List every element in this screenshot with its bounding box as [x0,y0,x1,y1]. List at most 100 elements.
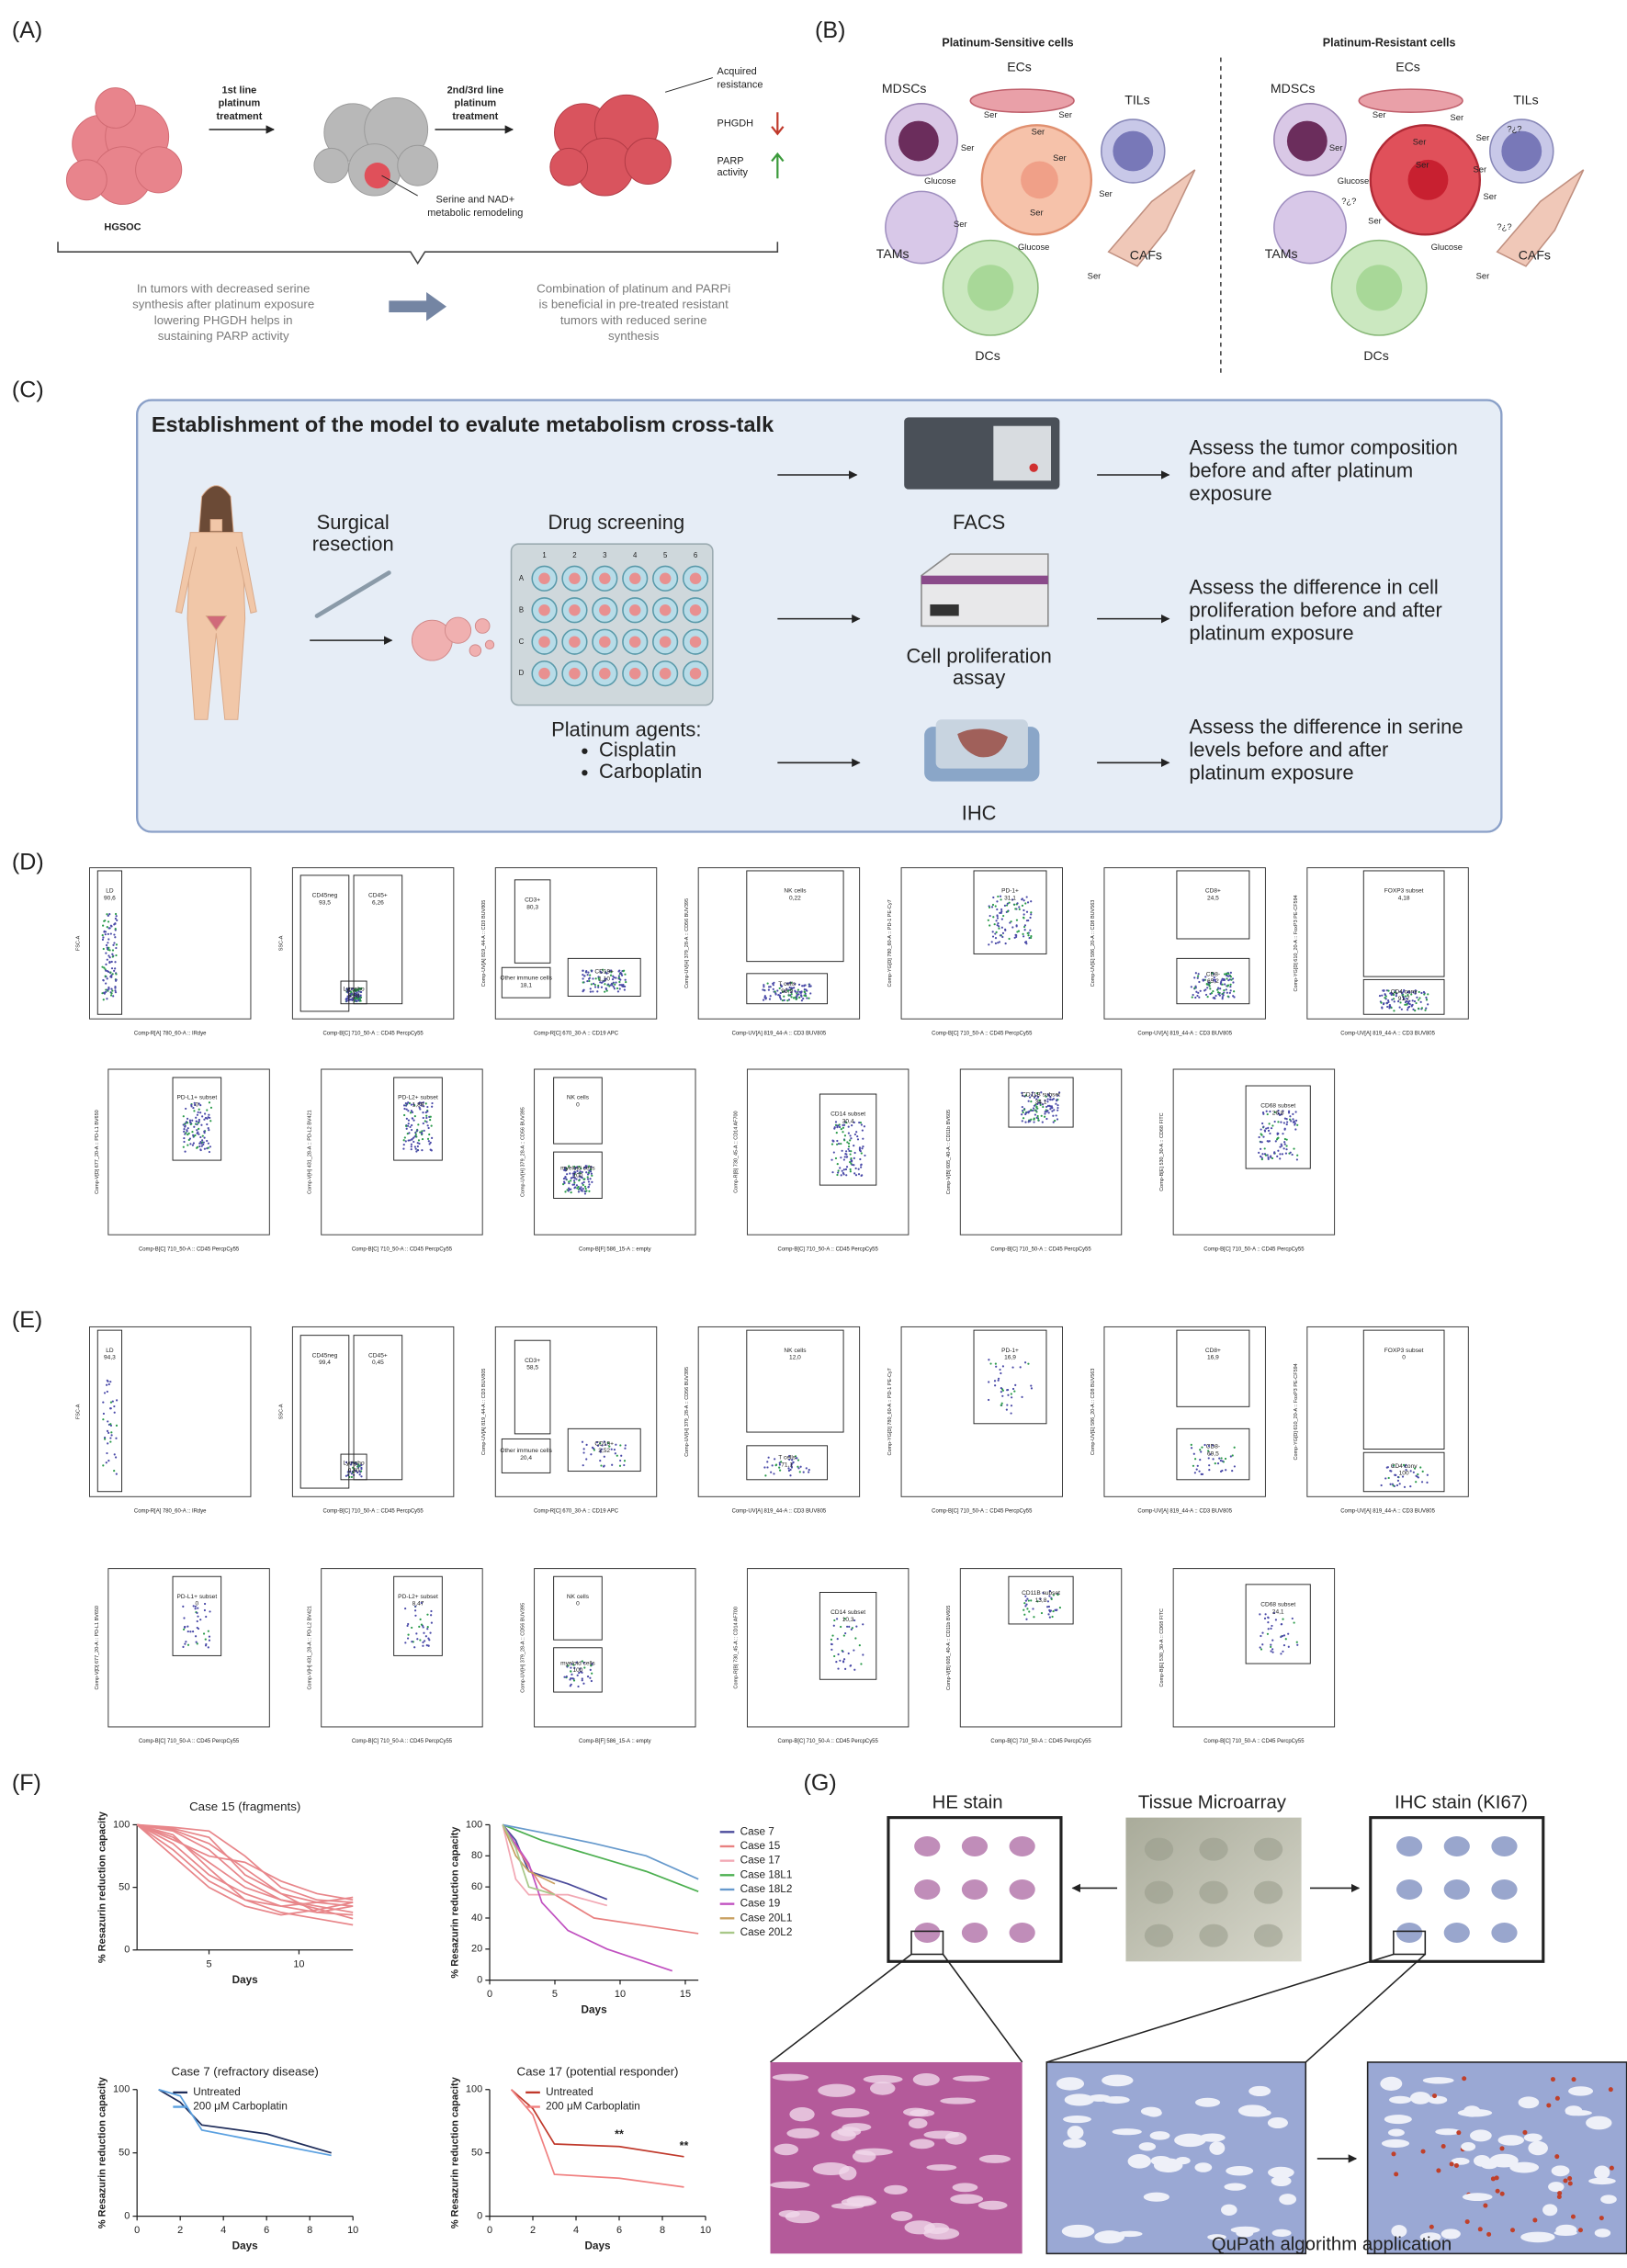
gland [1481,2161,1497,2170]
plate-col: 2 [572,551,576,559]
event-dot [419,1108,422,1111]
event-dot [809,992,812,995]
event-dot [1403,988,1406,992]
event-dot [107,986,110,989]
event-dot [1021,1109,1024,1112]
event-dot [575,1661,578,1664]
event-dot [198,1133,200,1135]
event-dot [1417,1476,1419,1479]
line [136,1823,354,1916]
legend-label: Case 20L1 [740,1912,793,1924]
panel-label: (B) [815,17,845,43]
x-tick-label: 10 [700,2225,711,2236]
event-dot [1036,1096,1040,1099]
gate-value: 8,47 [412,1601,424,1608]
event-dot [423,1105,425,1108]
event-dot [1030,911,1033,914]
event-dot [798,1471,801,1473]
event-dot [1267,1126,1270,1129]
event-dot [1023,899,1025,902]
tissue [538,572,550,585]
event-dot [407,1110,410,1112]
gland [1067,2126,1084,2140]
event-dot [1229,983,1232,986]
event-dot [987,919,989,921]
event-dot [1226,991,1228,994]
event-dot [1260,1141,1263,1144]
event-dot [841,1169,843,1172]
event-dot [409,1111,412,1114]
event-dot [770,1471,773,1473]
gland [1387,2128,1405,2137]
plot-frame [900,1326,1063,1497]
event-dot [1010,1393,1012,1395]
event-dot [1049,1096,1052,1099]
gland [1389,2095,1412,2104]
event-dot [204,1638,207,1641]
event-dot [563,1168,566,1171]
event-dot [599,1450,602,1452]
event-dot [997,1377,1000,1380]
event-dot [1271,1157,1274,1160]
gland [1548,2182,1565,2193]
event-dot [568,1182,571,1185]
event-dot [831,1140,834,1143]
event-dot [588,1190,591,1192]
event-dot [110,987,113,990]
event-dot [201,1115,204,1118]
metabolite: ?¿? [1497,221,1511,231]
label: metabolic remodeling [427,208,523,219]
axis-label: Comp-B[E] 530_30-A :: CD68 FITC [1159,1608,1165,1687]
chart-title: Case 17 (potential responder) [517,2064,679,2078]
event-dot [785,982,788,985]
event-dot [422,1122,424,1125]
event-dot [989,1362,992,1365]
metabolite: Ser [1058,109,1072,119]
event-dot [198,1120,200,1123]
event-dot [420,1623,424,1626]
tissue [689,604,702,616]
event-dot [1023,908,1025,912]
event-dot [114,912,118,916]
event-dot [196,1611,198,1614]
event-dot [1008,901,1011,904]
event-dot [845,1156,849,1158]
event-dot [1021,1094,1024,1097]
event-dot [851,1627,853,1630]
event-dot [582,1662,585,1664]
event-dot [1233,1465,1236,1468]
event-dot [113,942,116,944]
cell-label: CAFs [1130,248,1162,263]
note: synthesis [608,329,660,343]
event-dot [996,917,1000,920]
event-dot [1229,971,1232,974]
event-dot [189,1122,192,1124]
event-dot [1015,925,1018,928]
event-dot [609,974,613,976]
event-dot [350,1473,354,1475]
ihc-core [1443,1836,1470,1856]
event-dot [599,981,602,984]
event-dot [1033,1616,1035,1619]
gate [1362,1451,1445,1493]
gland [944,2131,967,2145]
note: In tumors with decreased serine [137,281,310,295]
event-dot [858,1644,861,1647]
event-dot [115,946,118,950]
event-dot [106,913,108,916]
event-dot [997,922,1000,925]
event-dot [1226,995,1229,998]
event-dot [107,970,110,974]
he-core [914,1879,941,1900]
event-dot [581,1170,583,1174]
event-dot [1296,1123,1299,1126]
gland [977,2200,1008,2210]
event-dot [198,1118,200,1122]
event-dot [1048,1595,1051,1597]
outcome: Assess the difference in serine [1189,716,1463,739]
gland [884,2184,908,2195]
event-dot [586,1178,590,1180]
gate-value: 30,4 [842,1119,854,1125]
event-dot [1190,1447,1193,1450]
event-dot [808,1468,810,1472]
